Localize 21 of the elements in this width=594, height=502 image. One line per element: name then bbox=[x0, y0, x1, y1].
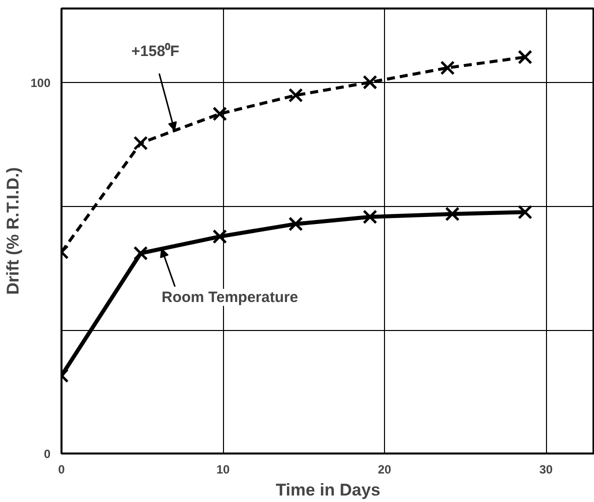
x-tick-label: 10 bbox=[216, 462, 230, 476]
y-axis-title: Drift (% R.T.I.D.) bbox=[3, 167, 22, 295]
annotation: +158⁰F bbox=[131, 42, 180, 60]
point bbox=[440, 60, 455, 76]
point bbox=[288, 88, 303, 103]
point bbox=[362, 75, 378, 90]
point bbox=[212, 229, 228, 244]
point bbox=[518, 50, 532, 64]
point bbox=[212, 106, 228, 122]
point bbox=[288, 216, 303, 232]
point bbox=[518, 204, 532, 220]
annotation: Room Temperature bbox=[162, 288, 298, 306]
x-tick-label: 20 bbox=[378, 462, 392, 476]
x-tick-label: 30 bbox=[539, 462, 554, 476]
point bbox=[445, 206, 460, 222]
x-axis-title: Time in Days bbox=[276, 480, 380, 500]
point bbox=[133, 246, 148, 261]
x-tick-label: 0 bbox=[58, 462, 66, 476]
y-tick-label: 100 bbox=[30, 76, 51, 90]
point bbox=[133, 136, 148, 150]
point bbox=[362, 210, 378, 224]
